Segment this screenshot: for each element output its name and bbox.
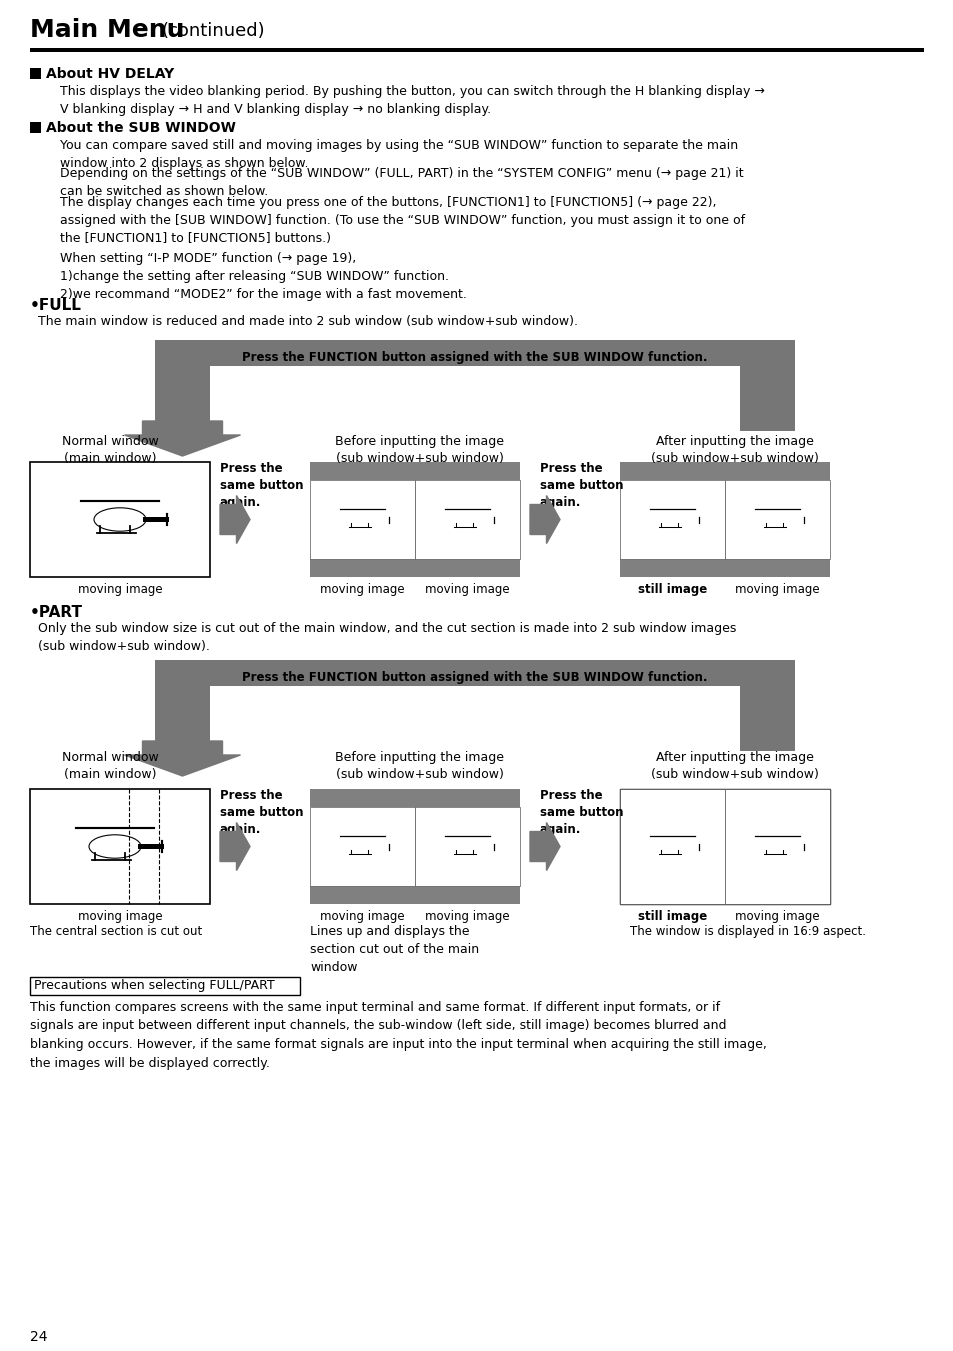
Polygon shape (530, 823, 559, 870)
Bar (310, 789, 519, 807)
Ellipse shape (657, 513, 687, 527)
Polygon shape (125, 740, 240, 775)
Ellipse shape (657, 840, 687, 854)
Bar (310, 807, 415, 886)
Text: This function compares screens with the same input terminal and same format. If : This function compares screens with the … (30, 1001, 766, 1070)
Bar (30, 68, 41, 78)
Bar (30, 977, 299, 994)
Polygon shape (220, 496, 250, 543)
Text: The display changes each time you press one of the buttons, [FUNCTION1] to [FUNC: The display changes each time you press … (60, 196, 744, 245)
Bar (619, 789, 724, 904)
Ellipse shape (761, 840, 792, 854)
Text: Press the
same button
again.: Press the same button again. (539, 789, 623, 836)
Text: moving image: moving image (425, 584, 509, 596)
Text: Before inputting the image
(sub window+sub window): Before inputting the image (sub window+s… (335, 751, 504, 781)
Text: Press the
same button
again.: Press the same button again. (220, 462, 303, 509)
Ellipse shape (94, 508, 146, 531)
Ellipse shape (452, 513, 482, 527)
FancyArrow shape (685, 517, 700, 521)
Text: (continued): (continued) (162, 22, 265, 41)
FancyArrow shape (790, 517, 805, 521)
Bar (310, 480, 415, 559)
Text: About the SUB WINDOW: About the SUB WINDOW (46, 122, 235, 135)
Text: Press the FUNCTION button assigned with the SUB WINDOW function.: Press the FUNCTION button assigned with … (242, 351, 707, 365)
FancyArrow shape (375, 844, 391, 848)
Text: still image: still image (638, 911, 706, 923)
Text: When setting “I-P MODE” function (→ page 19),
1)change the setting after releasi: When setting “I-P MODE” function (→ page… (60, 253, 466, 301)
Bar (310, 886, 519, 904)
Text: moving image: moving image (735, 584, 819, 596)
Bar (724, 789, 829, 904)
Text: moving image: moving image (77, 911, 162, 923)
Bar (310, 462, 519, 480)
Text: Lines up and displays the
section cut out of the main
window: Lines up and displays the section cut ou… (310, 925, 478, 974)
Text: You can compare saved still and moving images by using the “SUB WINDOW” function: You can compare saved still and moving i… (60, 139, 738, 170)
Text: Main Menu: Main Menu (30, 18, 184, 42)
Text: Only the sub window size is cut out of the main window, and the cut section is m: Only the sub window size is cut out of t… (30, 621, 736, 653)
Bar (154, 661, 794, 686)
Text: Before inputting the image
(sub window+sub window): Before inputting the image (sub window+s… (335, 435, 504, 465)
Text: still image: still image (638, 584, 706, 596)
Text: After inputting the image
(sub window+sub window): After inputting the image (sub window+su… (650, 435, 818, 465)
Text: •FULL: •FULL (30, 299, 82, 313)
Bar (724, 480, 829, 559)
Ellipse shape (347, 840, 377, 854)
Bar (310, 559, 519, 577)
Bar (154, 366, 210, 422)
Text: The main window is reduced and made into 2 sub window (sub window+sub window).: The main window is reduced and made into… (30, 315, 578, 328)
Bar (154, 686, 210, 740)
Text: Press the
same button
again.: Press the same button again. (220, 789, 303, 836)
Polygon shape (220, 823, 250, 870)
Bar (619, 480, 724, 559)
FancyArrow shape (480, 517, 496, 521)
Text: Normal window
(main window): Normal window (main window) (62, 435, 158, 465)
Text: Normal window
(main window): Normal window (main window) (62, 751, 158, 781)
Text: Precautions when selecting FULL/PART: Precautions when selecting FULL/PART (34, 979, 274, 992)
Bar (740, 366, 794, 431)
Text: After inputting the image
(sub window+sub window): After inputting the image (sub window+su… (650, 751, 818, 781)
FancyArrow shape (138, 844, 164, 848)
Bar (30, 122, 41, 132)
Bar (154, 340, 794, 366)
Text: The central section is cut out: The central section is cut out (30, 925, 202, 938)
Ellipse shape (452, 840, 482, 854)
Polygon shape (530, 496, 559, 543)
Text: •PART: •PART (30, 605, 83, 620)
FancyArrow shape (143, 517, 170, 521)
Bar (415, 807, 519, 886)
FancyArrow shape (790, 844, 805, 848)
FancyArrow shape (480, 844, 496, 848)
Ellipse shape (761, 513, 792, 527)
Bar (30, 462, 210, 577)
FancyArrow shape (685, 844, 700, 848)
FancyArrow shape (375, 517, 391, 521)
Text: Depending on the settings of the “SUB WINDOW” (FULL, PART) in the “SYSTEM CONFIG: Depending on the settings of the “SUB WI… (60, 168, 742, 199)
Text: About HV DELAY: About HV DELAY (46, 68, 174, 81)
Text: 24: 24 (30, 1329, 48, 1344)
Bar (30, 789, 210, 904)
Text: moving image: moving image (77, 584, 162, 596)
Ellipse shape (89, 835, 141, 858)
Bar (619, 462, 829, 480)
Bar (415, 480, 519, 559)
Bar (30, 49, 923, 51)
Text: moving image: moving image (425, 911, 509, 923)
Text: Press the FUNCTION button assigned with the SUB WINDOW function.: Press the FUNCTION button assigned with … (242, 671, 707, 685)
Text: This displays the video blanking period. By pushing the button, you can switch t: This displays the video blanking period.… (60, 85, 764, 116)
Text: moving image: moving image (320, 911, 404, 923)
Ellipse shape (347, 513, 377, 527)
Polygon shape (125, 422, 240, 457)
Bar (619, 789, 829, 904)
Text: Press the
same button
again.: Press the same button again. (539, 462, 623, 509)
Bar (740, 686, 794, 751)
Text: moving image: moving image (735, 911, 819, 923)
Bar (619, 559, 829, 577)
Text: moving image: moving image (320, 584, 404, 596)
Text: The window is displayed in 16:9 aspect.: The window is displayed in 16:9 aspect. (629, 925, 865, 938)
